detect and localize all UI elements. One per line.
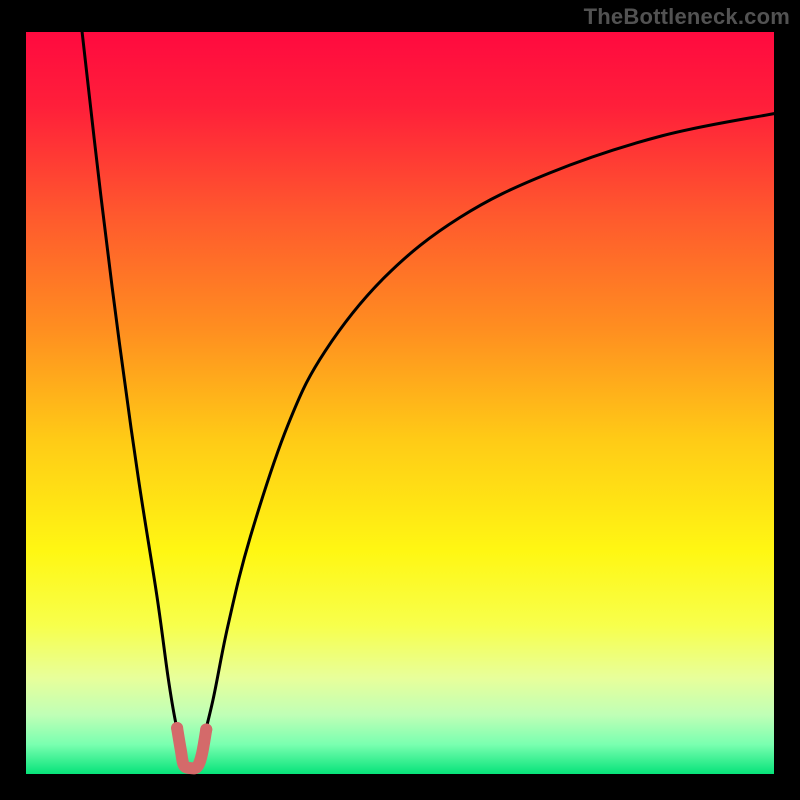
bottleneck-chart-svg (0, 0, 800, 800)
optimum-marker-endcap (171, 722, 183, 734)
gradient-background (26, 32, 774, 774)
optimum-marker-endcap (200, 723, 212, 735)
chart-canvas: TheBottleneck.com (0, 0, 800, 800)
